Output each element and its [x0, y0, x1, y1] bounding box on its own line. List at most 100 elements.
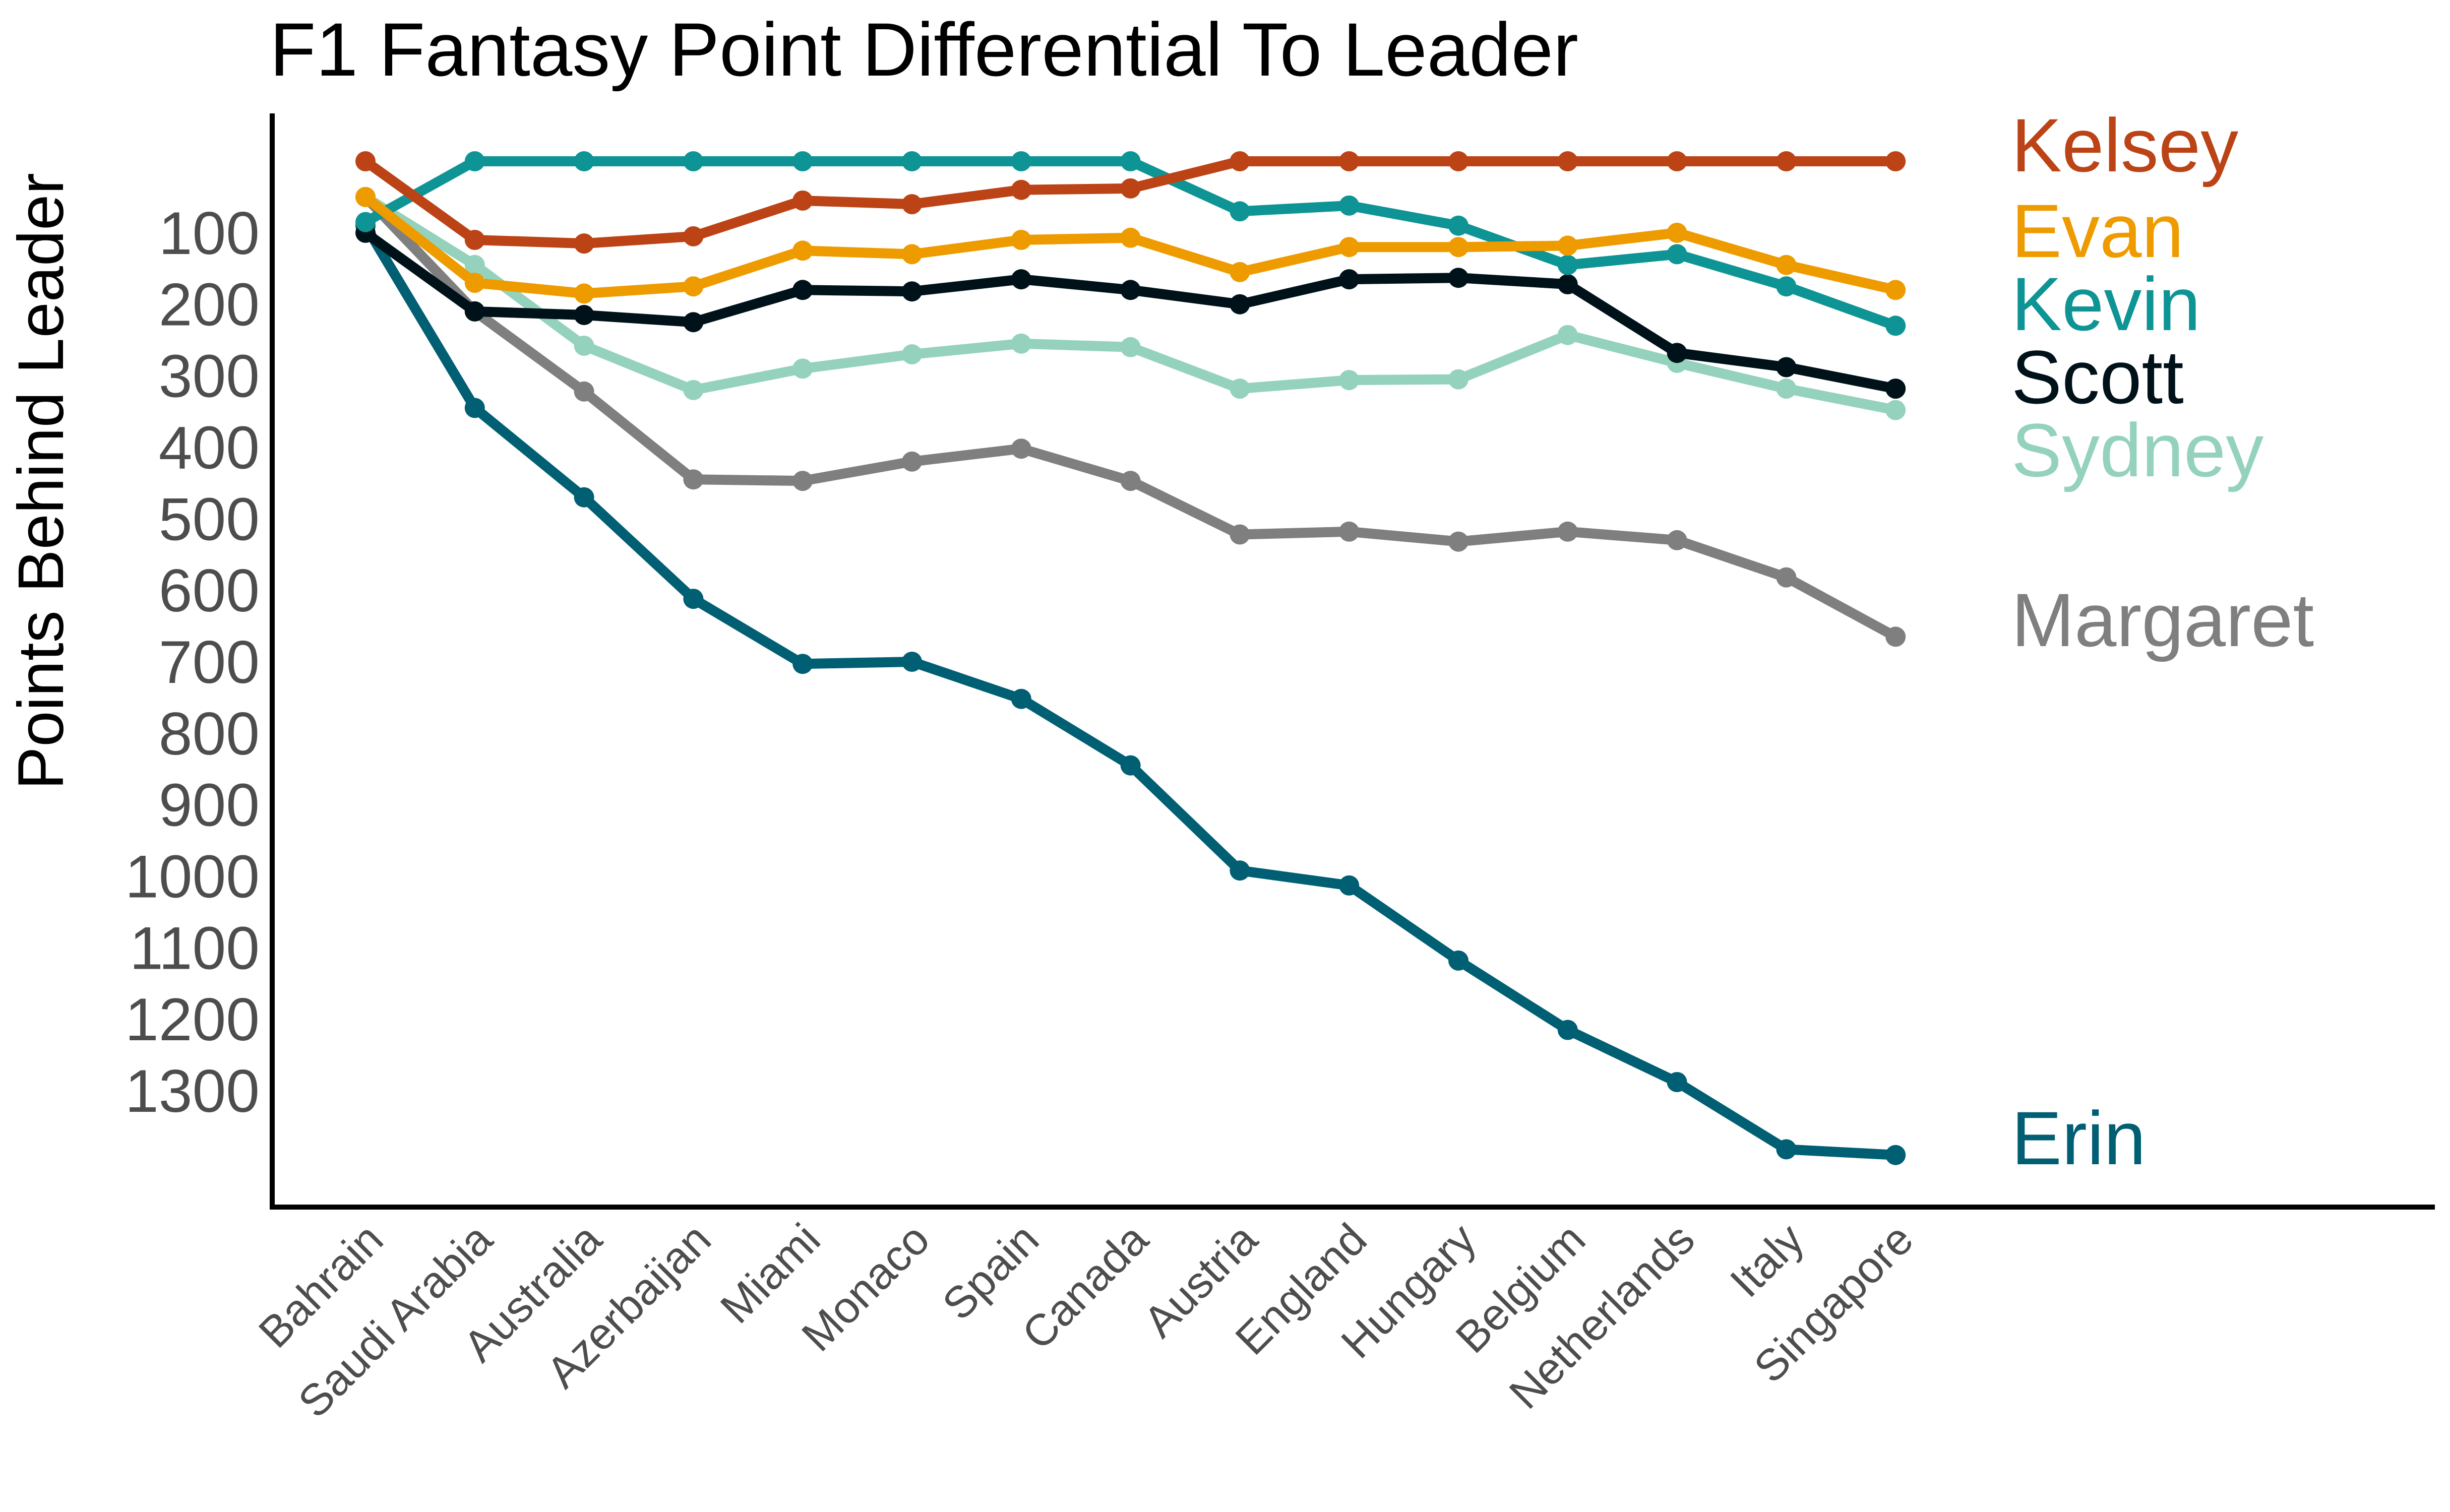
- data-point: [1230, 262, 1250, 282]
- data-point: [1885, 400, 1906, 420]
- data-point: [902, 652, 922, 672]
- data-point: [1120, 337, 1141, 357]
- data-point: [792, 240, 813, 261]
- series-line: [360, 192, 1901, 642]
- data-point: [1885, 379, 1906, 399]
- data-point: [1339, 151, 1360, 171]
- series-sydney: [355, 186, 1906, 420]
- data-point: [683, 151, 704, 171]
- y-tick-label: 200: [159, 271, 260, 339]
- y-tick-label: 800: [159, 700, 260, 768]
- data-point: [792, 471, 813, 491]
- y-axis-ticks: 1002003004005006007008009001000110012001…: [125, 200, 260, 1125]
- data-point: [574, 336, 594, 356]
- chart-title: F1 Fantasy Point Differential To Leader: [270, 7, 1578, 92]
- y-tick-label: 1300: [125, 1057, 260, 1125]
- data-point: [1776, 255, 1797, 275]
- data-point: [355, 151, 376, 171]
- data-point: [355, 186, 376, 207]
- data-point: [902, 244, 922, 265]
- data-point: [902, 194, 922, 215]
- data-point: [1011, 230, 1031, 250]
- data-point: [1011, 151, 1031, 171]
- data-point: [1011, 333, 1031, 354]
- data-point: [1448, 950, 1468, 971]
- data-point: [1557, 235, 1578, 256]
- data-point: [1011, 688, 1031, 709]
- data-point: [1885, 280, 1906, 300]
- data-point: [1885, 316, 1906, 336]
- data-point: [574, 151, 594, 171]
- data-point: [792, 654, 813, 674]
- data-point: [792, 191, 813, 211]
- data-point: [1667, 222, 1687, 243]
- data-point: [1776, 276, 1797, 297]
- data-point: [792, 358, 813, 379]
- series-evan: [355, 186, 1906, 304]
- data-point: [1120, 178, 1141, 199]
- data-point: [1230, 201, 1250, 222]
- series-label-erin: Erin: [2011, 1096, 2146, 1180]
- series-kelsey: [355, 151, 1906, 254]
- y-tick-label: 1200: [125, 986, 260, 1053]
- data-point: [902, 281, 922, 302]
- data-point: [1776, 567, 1797, 588]
- data-point: [1120, 227, 1141, 248]
- data-point: [792, 280, 813, 300]
- series-label-kelsey: Kelsey: [2011, 103, 2238, 187]
- data-point: [1557, 325, 1578, 345]
- series-erin: [355, 215, 1906, 1165]
- data-point: [574, 487, 594, 508]
- data-point: [1011, 179, 1031, 200]
- y-tick-label: 700: [159, 628, 260, 696]
- data-point: [1885, 626, 1906, 647]
- data-point: [1776, 357, 1797, 377]
- y-tick-label: 500: [159, 485, 260, 553]
- data-point: [1557, 274, 1578, 294]
- data-point: [464, 398, 485, 418]
- data-point: [1339, 237, 1360, 258]
- y-tick-label: 300: [159, 343, 260, 410]
- data-point: [1120, 280, 1141, 300]
- data-point: [1667, 151, 1687, 171]
- y-axis-label: Points Behind Leader: [5, 173, 77, 790]
- data-point: [1011, 438, 1031, 459]
- data-point: [1667, 1072, 1687, 1092]
- data-point: [1885, 151, 1906, 171]
- data-point: [1557, 255, 1578, 275]
- series-label-sydney: Sydney: [2011, 408, 2263, 492]
- data-point: [1885, 1145, 1906, 1165]
- y-tick-label: 100: [159, 200, 260, 267]
- series-label-scott: Scott: [2011, 335, 2184, 419]
- y-tick-label: 400: [159, 414, 260, 481]
- data-point: [1776, 1139, 1797, 1160]
- data-point: [1776, 379, 1797, 399]
- data-point: [1448, 237, 1468, 258]
- data-point: [902, 344, 922, 364]
- series-margaret: [355, 186, 1906, 647]
- y-tick-label: 600: [159, 557, 260, 624]
- data-point: [1667, 343, 1687, 363]
- data-point: [355, 212, 376, 232]
- data-point: [1230, 524, 1250, 545]
- data-point: [1011, 269, 1031, 290]
- data-point: [464, 273, 485, 293]
- data-point: [1230, 294, 1250, 314]
- x-tick-label: Italy: [1721, 1214, 1813, 1306]
- series-layer: [355, 151, 1906, 1165]
- data-point: [902, 151, 922, 171]
- data-point: [683, 380, 704, 400]
- data-point: [574, 381, 594, 402]
- data-point: [464, 230, 485, 250]
- data-point: [1230, 379, 1250, 399]
- data-point: [1667, 244, 1687, 265]
- series-scott: [355, 222, 1906, 399]
- y-tick-label: 1100: [130, 914, 260, 982]
- data-point: [464, 255, 485, 275]
- series-kevin: [355, 151, 1906, 336]
- data-point: [574, 233, 594, 254]
- data-point: [1120, 755, 1141, 776]
